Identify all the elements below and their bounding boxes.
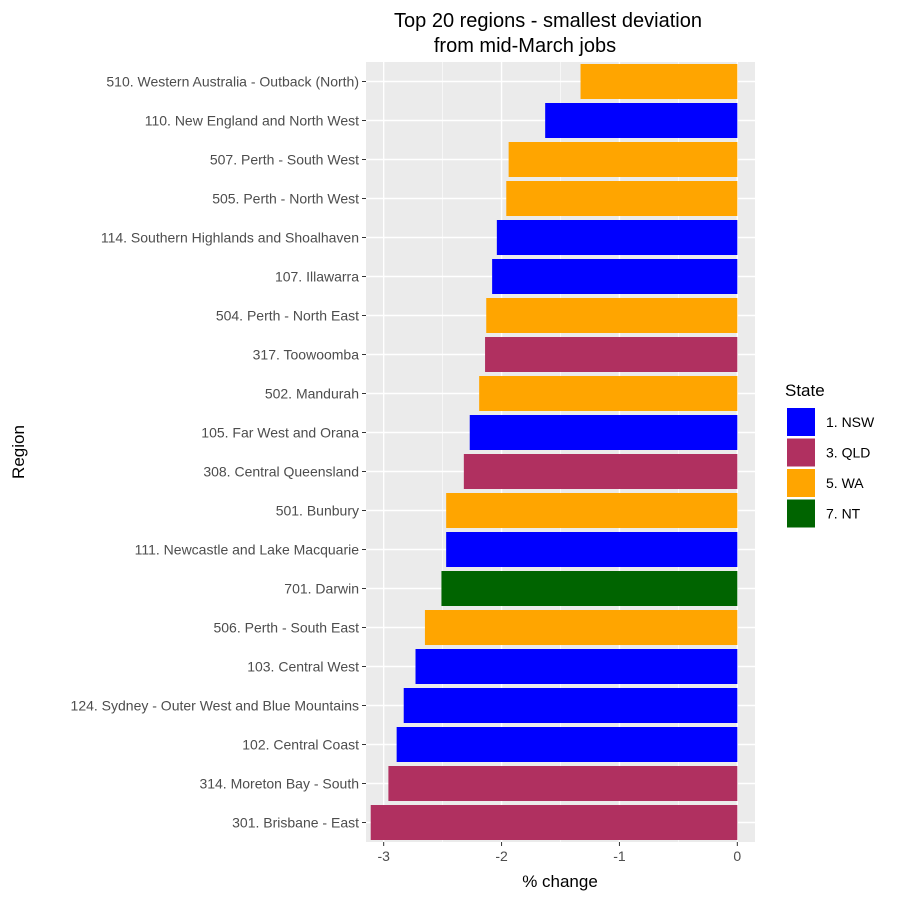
- bar: [441, 571, 738, 606]
- y-tick-label: 505. Perth - North West: [212, 191, 359, 207]
- y-tick-label: 124. Sydney - Outer West and Blue Mounta…: [71, 698, 359, 714]
- legend-label: 5. WA: [826, 475, 864, 491]
- legend-label: 1. NSW: [826, 414, 875, 430]
- legend: 1. NSW 3. QLD 5. WA 7. NT: [787, 408, 875, 528]
- legend-title: State: [785, 381, 825, 400]
- y-tick-label: 102. Central Coast: [242, 737, 359, 753]
- x-tick-label: -3: [377, 848, 390, 864]
- y-tick-label: 502. Mandurah: [265, 386, 359, 402]
- legend-label: 7. NT: [826, 506, 861, 522]
- x-tick-label: 0: [733, 848, 741, 864]
- bar: [446, 493, 738, 528]
- bar: [463, 454, 738, 489]
- bar: [580, 64, 738, 99]
- legend-label: 3. QLD: [826, 445, 870, 461]
- bar: [469, 415, 738, 450]
- bar: [545, 103, 738, 138]
- bar: [486, 298, 738, 333]
- legend-key: [787, 499, 815, 528]
- x-tick-label: -1: [613, 848, 626, 864]
- bar: [508, 142, 738, 177]
- chart-title-line2: from mid-March jobs: [434, 35, 616, 57]
- x-axis-label: % change: [522, 872, 598, 891]
- y-tick-label: 103. Central West: [247, 659, 359, 675]
- y-tick-label: 504. Perth - North East: [216, 308, 359, 324]
- bar: [415, 649, 738, 684]
- y-tick-label: 314. Moreton Bay - South: [199, 776, 359, 792]
- y-tick-label: 507. Perth - South West: [210, 152, 359, 168]
- y-tick-label: 107. Illawarra: [275, 269, 359, 285]
- legend-key: [787, 469, 815, 497]
- y-tick-label: 701. Darwin: [284, 581, 359, 597]
- y-tick-label: 506. Perth - South East: [213, 620, 359, 636]
- bar: [446, 532, 738, 567]
- legend-key: [787, 408, 815, 436]
- bar: [403, 688, 738, 723]
- y-tick-label: 111. Newcastle and Lake Macquarie: [135, 542, 360, 558]
- y-tick-label: 317. Toowoomba: [253, 347, 360, 363]
- y-tick-label: 110. New England and North West: [145, 113, 359, 129]
- bar: [496, 220, 738, 255]
- bar: [370, 805, 738, 840]
- bar: [388, 766, 738, 801]
- y-tick-label: 308. Central Queensland: [203, 464, 359, 480]
- y-tick-label: 510. Western Australia - Outback (North): [106, 74, 359, 90]
- y-tick-label: 105. Far West and Orana: [201, 425, 359, 441]
- bar: [492, 259, 738, 294]
- bar: [506, 181, 738, 216]
- bar: [424, 610, 738, 645]
- bar: [485, 337, 738, 372]
- y-tick-label: 301. Brisbane - East: [232, 815, 359, 831]
- legend-key: [787, 438, 815, 467]
- bar: [396, 727, 738, 762]
- y-tick-label: 114. Southern Highlands and Shoalhaven: [101, 230, 359, 246]
- y-axis-label: Region: [9, 425, 28, 479]
- x-tick-label: -2: [495, 848, 508, 864]
- y-tick-label: 501. Bunbury: [276, 503, 359, 519]
- bar: [479, 376, 738, 411]
- chart-title-line1: Top 20 regions - smallest deviation: [394, 10, 702, 32]
